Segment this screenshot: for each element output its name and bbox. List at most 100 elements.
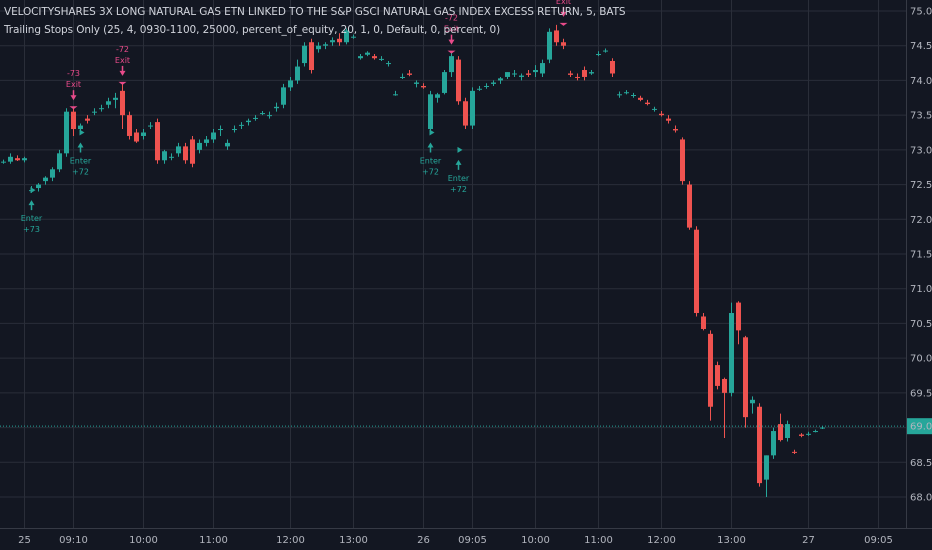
y-tick-label: 72.00 — [910, 215, 932, 226]
candle-body — [421, 85, 426, 88]
candle — [694, 226, 699, 317]
exit-arrow-icon — [119, 70, 126, 76]
y-tick-label: 70.50 — [910, 319, 932, 330]
candle-body — [57, 153, 62, 170]
candle-body — [190, 139, 195, 164]
candle-body — [533, 70, 538, 73]
x-tick-label: 13:00 — [717, 535, 746, 546]
candle — [708, 330, 713, 421]
exit-signal: Exit -72 — [444, 14, 459, 54]
candle-body — [78, 125, 83, 130]
candle-body — [582, 70, 587, 77]
x-axis[interactable]: 25 09:10 10:00 11:00 12:00 13:00 26 09:05 10:00 1… — [0, 528, 932, 550]
enter-arrow-icon — [427, 142, 434, 148]
candle-body — [106, 101, 111, 105]
candle-body — [204, 139, 209, 143]
candle-body — [288, 80, 293, 88]
candle — [274, 102, 279, 112]
candle — [421, 83, 426, 89]
candle-body — [505, 72, 510, 77]
x-tick-label: 11:00 — [584, 535, 613, 546]
y-tick-label: 72.50 — [910, 180, 932, 191]
candle — [778, 413, 783, 442]
enter-label: Enter — [420, 157, 442, 166]
candle — [225, 139, 230, 150]
y-axis-background — [906, 0, 932, 550]
y-tick-label: 68.00 — [910, 493, 932, 504]
entry-marker — [79, 129, 85, 136]
exit-quantity: -72 — [116, 45, 129, 54]
x-tick-label: 12:00 — [276, 535, 305, 546]
candle-body — [540, 63, 545, 74]
candle-body — [323, 44, 328, 46]
candle — [197, 139, 202, 154]
candle — [477, 85, 482, 91]
candle — [127, 111, 132, 140]
candle-body — [547, 31, 552, 60]
candle — [204, 135, 209, 147]
candle — [141, 129, 146, 140]
candle-body — [435, 94, 440, 98]
exit-marker — [447, 50, 456, 54]
candle — [8, 153, 13, 164]
candle-body — [652, 108, 657, 110]
candle — [260, 110, 265, 116]
candle-body — [351, 36, 356, 38]
enter-arrow-icon — [77, 142, 84, 148]
y-tick-label: 73.00 — [910, 145, 932, 156]
candle — [505, 72, 510, 80]
candle-body — [113, 97, 118, 100]
candle — [771, 427, 776, 459]
y-tick-label: 74.00 — [910, 76, 932, 87]
candle — [652, 106, 657, 112]
candle — [176, 142, 181, 157]
x-tick-label: 12:00 — [647, 535, 676, 546]
candle-body — [624, 92, 629, 94]
candle-body — [498, 78, 503, 81]
y-tick-label: 70.00 — [910, 354, 932, 365]
candle — [526, 70, 531, 77]
candle — [456, 56, 461, 105]
x-tick-label: 27 — [802, 535, 815, 546]
enter-signal: Enter +72 — [420, 129, 442, 177]
candle — [43, 176, 48, 185]
candle-body — [708, 333, 713, 407]
candle-body — [43, 177, 48, 182]
candle — [155, 118, 160, 164]
candle-body — [239, 124, 244, 126]
candle-body — [428, 94, 433, 130]
x-tick-label: 10:00 — [521, 535, 550, 546]
candle-body — [64, 111, 69, 154]
y-tick-label: 71.00 — [910, 284, 932, 295]
candle-body — [449, 56, 454, 73]
enter-signal: Enter +73 — [21, 187, 43, 234]
candle — [554, 24, 559, 46]
exit-signal: Exit -73 — [66, 69, 81, 110]
candle — [407, 70, 412, 77]
candle-body — [8, 156, 13, 162]
entry-marker — [30, 187, 36, 194]
candle — [484, 83, 489, 89]
candle-body — [743, 337, 748, 418]
enter-arrow-icon — [28, 200, 35, 206]
candle-body — [813, 431, 818, 433]
symbol-title[interactable]: VELOCITYSHARES 3X LONG NATURAL GAS ETN L… — [4, 6, 626, 18]
last-price-badge — [907, 418, 932, 435]
chart-header: VELOCITYSHARES 3X LONG NATURAL GAS ETN L… — [4, 3, 626, 39]
indicator-legend[interactable]: Trailing Stops Only (25, 4, 0930-1100, 2… — [4, 24, 501, 36]
candle-body — [386, 63, 391, 65]
candle-body — [274, 106, 279, 109]
candle — [617, 91, 622, 98]
candle — [561, 38, 566, 50]
candle — [323, 42, 328, 50]
candle-body — [554, 30, 559, 43]
candle-body — [337, 38, 342, 43]
y-axis[interactable]: 75.00 74.50 74.00 73.50 73.00 72.50 72.00 71.50… — [906, 0, 932, 550]
candle-body — [470, 90, 475, 126]
candle-body — [736, 302, 741, 331]
candle-body — [687, 184, 692, 228]
candle — [806, 431, 811, 436]
entry-marker — [429, 129, 435, 136]
candle — [1, 159, 6, 164]
